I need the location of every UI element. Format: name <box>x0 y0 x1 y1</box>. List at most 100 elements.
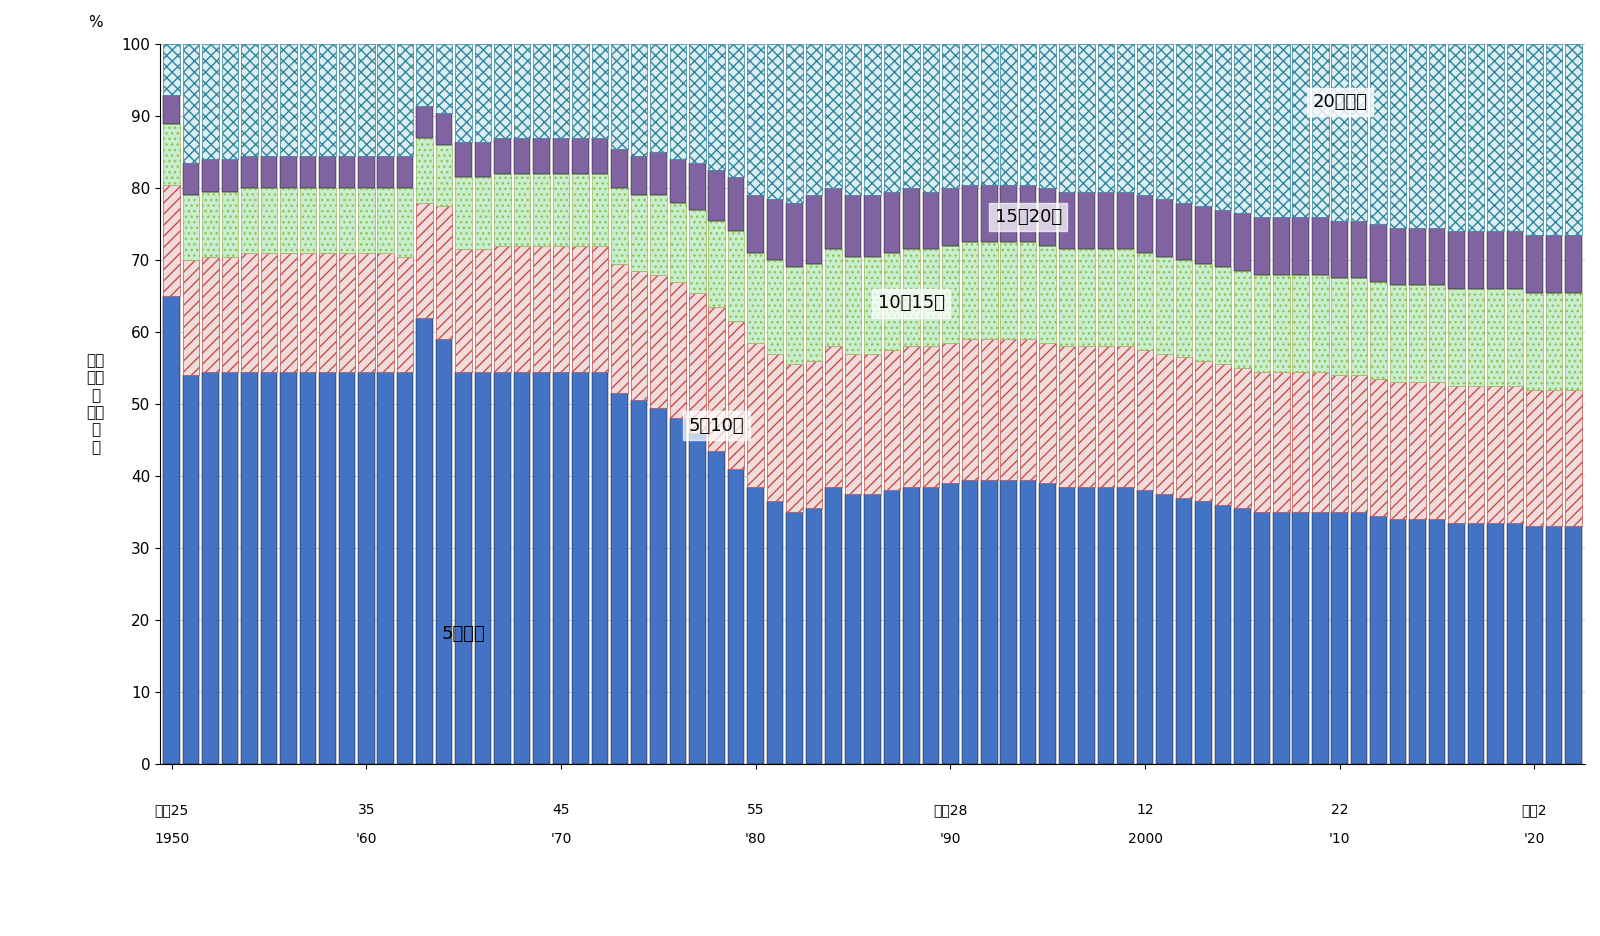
Bar <box>475 141 491 178</box>
Bar <box>1526 235 1542 293</box>
Bar <box>766 354 784 501</box>
Bar <box>1040 188 1056 246</box>
Bar <box>1331 221 1347 278</box>
Bar <box>1410 285 1426 383</box>
Bar <box>1546 44 1562 235</box>
Bar <box>611 188 627 264</box>
Bar <box>923 192 939 249</box>
Bar <box>942 44 958 188</box>
Bar <box>902 249 920 346</box>
Bar <box>630 401 646 764</box>
Bar <box>1370 516 1387 764</box>
Y-axis label: 同居
期間
別
構成
割
合: 同居 期間 別 構成 割 合 <box>86 353 106 455</box>
Bar <box>669 44 686 159</box>
Bar <box>690 163 706 210</box>
Bar <box>494 372 510 764</box>
Bar <box>222 372 238 764</box>
Bar <box>1000 340 1018 479</box>
Bar <box>202 192 219 256</box>
Bar <box>942 483 958 764</box>
Bar <box>1312 44 1328 217</box>
Bar <box>630 156 646 196</box>
Text: '80: '80 <box>746 832 766 846</box>
Bar <box>942 188 958 246</box>
Bar <box>1078 249 1094 346</box>
Bar <box>611 149 627 188</box>
Bar <box>1195 361 1211 501</box>
Bar <box>611 393 627 764</box>
Text: 35: 35 <box>357 803 374 817</box>
Bar <box>1293 274 1309 372</box>
Bar <box>1136 253 1154 350</box>
Bar <box>1331 375 1347 512</box>
Bar <box>630 271 646 401</box>
Bar <box>1176 498 1192 764</box>
Text: 22: 22 <box>1331 803 1349 817</box>
Text: 10～15年: 10～15年 <box>878 294 946 313</box>
Bar <box>592 246 608 372</box>
Bar <box>1176 260 1192 358</box>
Bar <box>864 354 880 494</box>
Text: 平成28: 平成28 <box>933 803 968 817</box>
Bar <box>786 268 803 364</box>
Bar <box>981 479 997 764</box>
Bar <box>552 44 570 138</box>
Bar <box>806 196 822 264</box>
Bar <box>806 508 822 764</box>
Bar <box>456 249 472 372</box>
Text: '70: '70 <box>550 832 571 846</box>
Bar <box>416 106 434 138</box>
Bar <box>1293 217 1309 274</box>
Bar <box>766 44 784 199</box>
Bar <box>552 138 570 174</box>
Bar <box>1019 242 1037 340</box>
Bar <box>1098 192 1114 249</box>
Text: %: % <box>88 15 102 30</box>
Bar <box>1274 274 1290 372</box>
Bar <box>826 188 842 249</box>
Bar <box>1098 44 1114 192</box>
Bar <box>1274 512 1290 764</box>
Bar <box>435 340 453 764</box>
Bar <box>1157 494 1173 764</box>
Bar <box>533 246 550 372</box>
Bar <box>416 317 434 764</box>
Bar <box>1059 346 1075 487</box>
Bar <box>318 372 336 764</box>
Bar <box>222 256 238 372</box>
Bar <box>456 372 472 764</box>
Bar <box>1486 289 1504 386</box>
Bar <box>1234 368 1251 508</box>
Bar <box>339 372 355 764</box>
Bar <box>669 203 686 282</box>
Bar <box>806 264 822 361</box>
Bar <box>435 44 453 112</box>
Bar <box>806 44 822 196</box>
Bar <box>280 156 296 188</box>
Bar <box>261 188 277 253</box>
Bar <box>456 44 472 141</box>
Bar <box>902 346 920 487</box>
Bar <box>280 253 296 372</box>
Bar <box>1546 389 1562 526</box>
Bar <box>261 253 277 372</box>
Bar <box>1429 383 1445 519</box>
Bar <box>650 408 667 764</box>
Bar <box>709 307 725 451</box>
Bar <box>845 256 861 354</box>
Bar <box>494 44 510 138</box>
Bar <box>1059 44 1075 192</box>
Bar <box>709 170 725 221</box>
Bar <box>1274 44 1290 217</box>
Bar <box>1253 512 1270 764</box>
Bar <box>786 44 803 203</box>
Bar <box>728 231 744 321</box>
Bar <box>630 44 646 156</box>
Bar <box>299 188 317 253</box>
Bar <box>1195 501 1211 764</box>
Bar <box>1350 278 1368 375</box>
Bar <box>182 375 200 764</box>
Bar <box>397 44 413 156</box>
Bar <box>592 44 608 138</box>
Text: 20年以上: 20年以上 <box>1312 93 1368 111</box>
